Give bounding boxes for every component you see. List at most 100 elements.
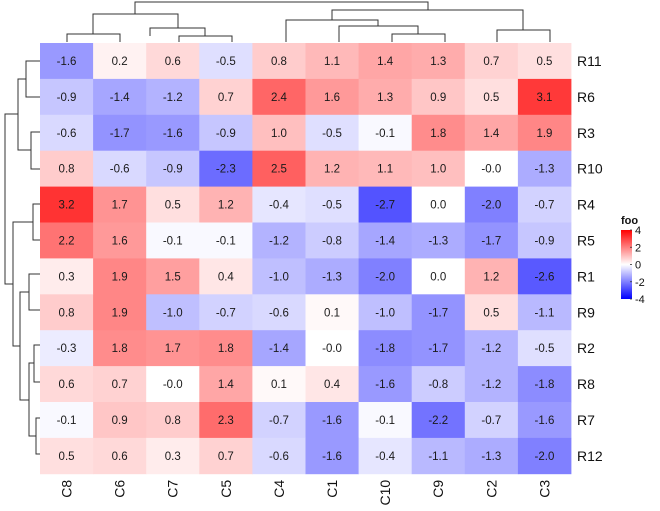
heatmap-cell-label: 0.7	[218, 92, 234, 104]
heatmap-cell	[517, 437, 572, 475]
heatmap-cell-label: -0.5	[535, 343, 555, 355]
heatmap-cell-label: 0.7	[218, 451, 234, 463]
heatmap-cell	[517, 402, 572, 439]
heatmap-cell-label: -1.4	[110, 92, 130, 104]
heatmap-cells: -1.6 0.2 0.6 -0.5 0.8 1.1 1.4 1.3 0.7 0.5 -0.9 -1.4…	[40, 43, 572, 475]
heatmap-cell	[146, 366, 200, 403]
heatmap-cell-label: 2.2	[59, 235, 75, 247]
heatmap-cell	[40, 402, 94, 439]
heatmap-cell	[252, 366, 306, 403]
heatmap-cell-label: -1.0	[269, 271, 289, 283]
heatmap-cell	[517, 78, 572, 116]
heatmap-cell-label: 0.6	[112, 451, 128, 463]
heatmap-cell	[411, 330, 466, 367]
heatmap-cell	[93, 222, 147, 259]
legend-tick-label: -4	[635, 294, 645, 306]
row-label-r6: R6	[577, 89, 595, 105]
heatmap-cell-label: 3.1	[536, 92, 552, 104]
heatmap-cell	[93, 150, 147, 187]
heatmap-cell-label: 2.3	[218, 415, 234, 427]
heatmap-cell	[93, 114, 147, 152]
heatmap-cell-label: -0.7	[535, 200, 555, 212]
heatmap-cell	[199, 437, 253, 475]
legend-gradient-bar	[621, 230, 632, 299]
heatmap-cell-label: -0.1	[57, 415, 77, 427]
heatmap-cell-label: -1.2	[481, 379, 501, 391]
heatmap-cell	[411, 43, 466, 80]
heatmap-cell-label: -1.3	[535, 164, 555, 176]
heatmap-cell	[464, 43, 519, 80]
heatmap-cell	[517, 366, 572, 403]
heatmap-cell	[252, 78, 306, 116]
heatmap-cell-label: -0.6	[110, 164, 130, 176]
heatmap-cell-label: 1.0	[271, 128, 287, 140]
heatmap-cell	[305, 43, 359, 80]
heatmap-cell-label: 1.6	[112, 235, 128, 247]
heatmap-cell-label: -0.0	[322, 343, 342, 355]
heatmap-cell-label: -2.2	[428, 415, 448, 427]
row-label-r12: R12	[577, 448, 603, 464]
heatmap-cell	[199, 294, 253, 331]
heatmap-cell-label: -0.5	[322, 128, 342, 140]
heatmap-cell-label: 1.1	[377, 164, 393, 176]
heatmap-cell	[40, 366, 94, 403]
heatmap-cell	[517, 186, 572, 223]
column-label-c4: C4	[271, 480, 287, 498]
heatmap-cell-label: 0.4	[218, 271, 235, 283]
row-label-r3: R3	[577, 125, 595, 141]
row-label-r5: R5	[577, 232, 595, 248]
heatmap-cell	[358, 294, 413, 331]
heatmap-cell	[146, 258, 200, 295]
heatmap-cell	[199, 258, 253, 295]
heatmap-cell	[93, 294, 147, 331]
heatmap-cell	[411, 186, 466, 223]
heatmap-cell	[40, 258, 94, 295]
heatmap-cell	[93, 330, 147, 367]
row-label-r10: R10	[577, 161, 603, 177]
heatmap-cell-label: 1.0	[430, 164, 446, 176]
heatmap-cell	[146, 78, 200, 116]
heatmap-cell-label: 1.7	[112, 200, 128, 212]
heatmap-cell	[411, 258, 466, 295]
heatmap-cell-label: 1.4	[377, 56, 394, 68]
heatmap-cell	[146, 437, 200, 475]
heatmap-cell-label: -0.3	[57, 343, 77, 355]
row-dendrogram	[4, 60, 40, 455]
heatmap-cell-label: -0.6	[57, 128, 77, 140]
heatmap-cell-label: 0.1	[324, 307, 340, 319]
heatmap-cell	[464, 186, 519, 223]
heatmap-cell	[358, 258, 413, 295]
heatmap-cell-label: -1.3	[428, 235, 448, 247]
heatmap-cell	[252, 294, 306, 331]
column-label-c2: C2	[483, 480, 499, 498]
heatmap-cell-label: 0.5	[536, 56, 552, 68]
heatmap-cell-label: 1.3	[377, 92, 393, 104]
legend-tick-label: 2	[635, 242, 641, 254]
heatmap-cell-label: 1.8	[218, 343, 234, 355]
heatmap-cell	[358, 150, 413, 187]
heatmap-cell	[411, 78, 466, 116]
heatmap-cell-label: 1.3	[430, 56, 446, 68]
heatmap-cell-label: 1.4	[218, 379, 235, 391]
heatmap-cell-label: -2.3	[216, 164, 236, 176]
heatmap-cell	[358, 330, 413, 367]
heatmap-cell	[199, 330, 253, 367]
heatmap-cell-label: 1.1	[324, 56, 340, 68]
heatmap-cell-label: -1.6	[57, 56, 77, 68]
heatmap-cell-label: -1.3	[322, 271, 342, 283]
row-label-r2: R2	[577, 340, 595, 356]
heatmap-cell	[252, 114, 306, 152]
heatmap-cell-label: -0.5	[322, 200, 342, 212]
heatmap-cell-label: 0.5	[59, 451, 75, 463]
legend-tick-label: -2	[635, 277, 645, 289]
heatmap-cell-label: 1.9	[536, 128, 552, 140]
heatmap-cell	[252, 330, 306, 367]
column-label-c8: C8	[59, 480, 75, 498]
heatmap-cell	[358, 222, 413, 259]
heatmap-cell	[464, 150, 519, 187]
heatmap-cell	[40, 294, 94, 331]
heatmap-cell-label: -0.7	[481, 415, 501, 427]
heatmap-cell	[358, 366, 413, 403]
heatmap-cell-label: 1.4	[483, 128, 500, 140]
